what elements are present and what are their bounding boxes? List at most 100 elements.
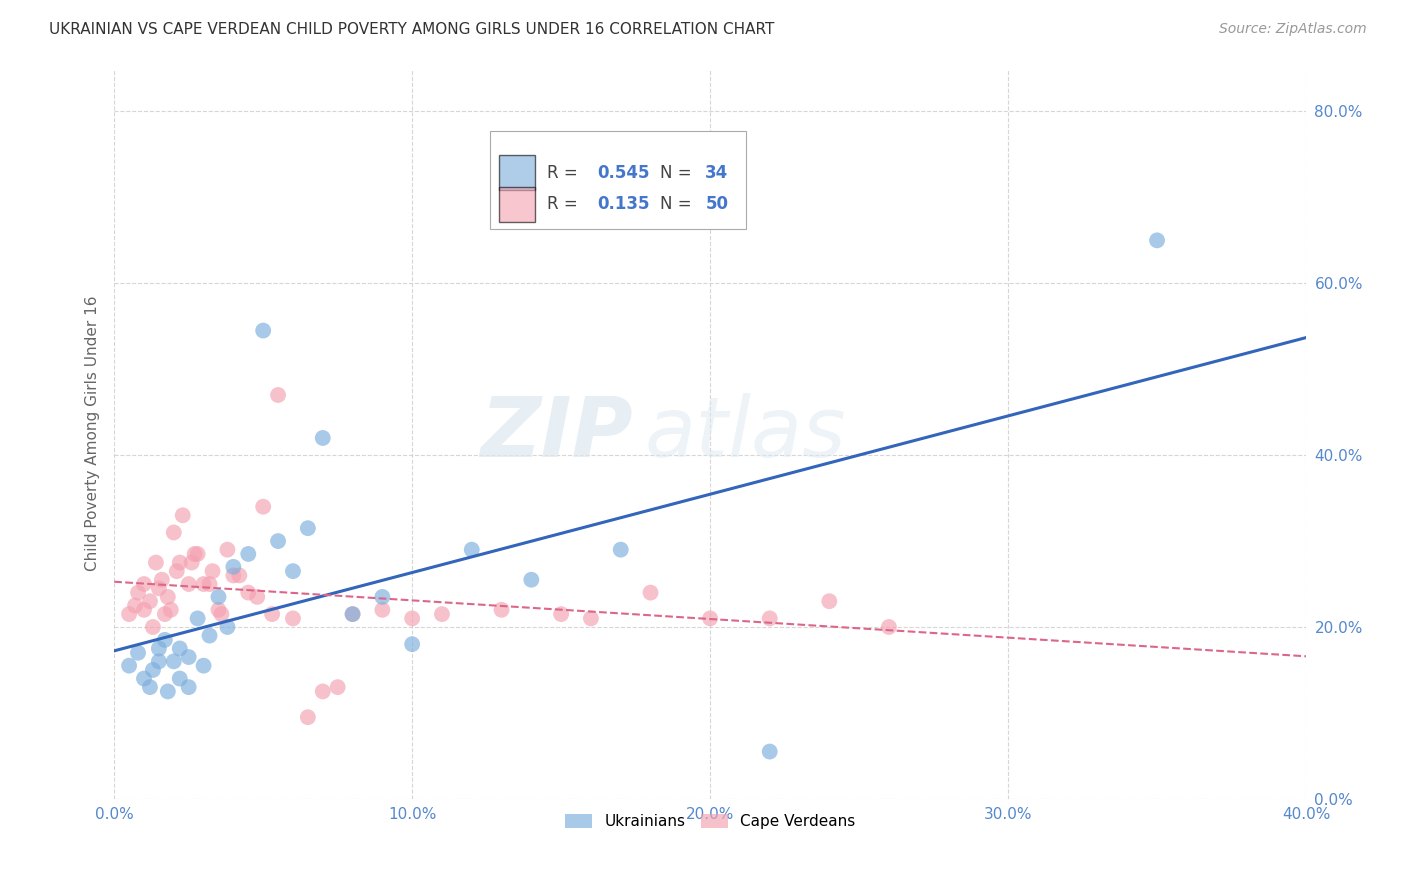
Point	[142, 620, 165, 634]
Point	[211, 607, 233, 621]
Point	[267, 388, 290, 402]
Point	[124, 599, 146, 613]
Point	[312, 684, 335, 698]
Point	[520, 573, 543, 587]
Text: Source: ZipAtlas.com: Source: ZipAtlas.com	[1219, 22, 1367, 37]
Point	[222, 568, 245, 582]
Point	[150, 573, 173, 587]
Point	[148, 641, 170, 656]
Point	[342, 607, 364, 621]
Text: 50: 50	[706, 195, 728, 213]
Text: ZIP: ZIP	[479, 393, 633, 475]
Text: N =: N =	[659, 195, 697, 213]
Point	[187, 547, 209, 561]
Point	[491, 603, 513, 617]
Point	[297, 710, 319, 724]
Point	[169, 556, 191, 570]
Point	[217, 542, 239, 557]
Point	[148, 654, 170, 668]
Point	[246, 590, 269, 604]
Point	[198, 629, 221, 643]
Point	[550, 607, 572, 621]
Point	[252, 500, 274, 514]
Point	[297, 521, 319, 535]
Point	[238, 585, 260, 599]
Point	[169, 672, 191, 686]
Point	[159, 603, 181, 617]
Point	[401, 637, 423, 651]
Legend: Ukrainians, Cape Verdeans: Ukrainians, Cape Verdeans	[558, 808, 862, 835]
Text: UKRAINIAN VS CAPE VERDEAN CHILD POVERTY AMONG GIRLS UNDER 16 CORRELATION CHART: UKRAINIAN VS CAPE VERDEAN CHILD POVERTY …	[49, 22, 775, 37]
Point	[132, 603, 155, 617]
Point	[156, 684, 179, 698]
Point	[183, 547, 205, 561]
Point	[132, 672, 155, 686]
Point	[371, 603, 394, 617]
Point	[326, 680, 349, 694]
Point	[127, 585, 149, 599]
Text: R =: R =	[547, 163, 583, 182]
Point	[758, 611, 780, 625]
Point	[207, 603, 229, 617]
Point	[579, 611, 602, 625]
Text: atlas: atlas	[644, 393, 846, 475]
Point	[430, 607, 453, 621]
Point	[163, 654, 186, 668]
Point	[1146, 233, 1168, 247]
Text: R =: R =	[547, 195, 583, 213]
Point	[699, 611, 721, 625]
FancyBboxPatch shape	[499, 186, 534, 222]
Point	[118, 607, 141, 621]
Point	[877, 620, 900, 634]
Point	[145, 556, 167, 570]
Text: 0.545: 0.545	[598, 163, 650, 182]
Point	[201, 564, 224, 578]
Point	[371, 590, 394, 604]
Point	[166, 564, 188, 578]
Point	[193, 658, 215, 673]
Point	[118, 658, 141, 673]
Point	[172, 508, 194, 523]
Point	[281, 611, 304, 625]
Point	[818, 594, 841, 608]
Text: N =: N =	[659, 163, 697, 182]
Point	[156, 590, 179, 604]
Point	[640, 585, 662, 599]
Point	[758, 745, 780, 759]
Point	[228, 568, 250, 582]
Point	[609, 542, 631, 557]
Point	[281, 564, 304, 578]
Text: 0.135: 0.135	[598, 195, 650, 213]
Point	[312, 431, 335, 445]
Point	[180, 556, 202, 570]
Point	[193, 577, 215, 591]
Point	[177, 650, 200, 665]
Point	[198, 577, 221, 591]
Point	[461, 542, 484, 557]
Point	[153, 607, 176, 621]
Point	[177, 577, 200, 591]
Point	[127, 646, 149, 660]
Point	[139, 680, 162, 694]
Point	[342, 607, 364, 621]
Point	[401, 611, 423, 625]
Text: 34: 34	[706, 163, 728, 182]
FancyBboxPatch shape	[499, 155, 534, 190]
Point	[163, 525, 186, 540]
Point	[207, 590, 229, 604]
Point	[252, 324, 274, 338]
Point	[139, 594, 162, 608]
Point	[132, 577, 155, 591]
Point	[187, 611, 209, 625]
Y-axis label: Child Poverty Among Girls Under 16: Child Poverty Among Girls Under 16	[86, 296, 100, 572]
Point	[238, 547, 260, 561]
Point	[262, 607, 284, 621]
Point	[153, 632, 176, 647]
FancyBboxPatch shape	[489, 130, 745, 229]
Point	[217, 620, 239, 634]
Point	[142, 663, 165, 677]
Point	[177, 680, 200, 694]
Point	[169, 641, 191, 656]
Point	[267, 534, 290, 549]
Point	[222, 559, 245, 574]
